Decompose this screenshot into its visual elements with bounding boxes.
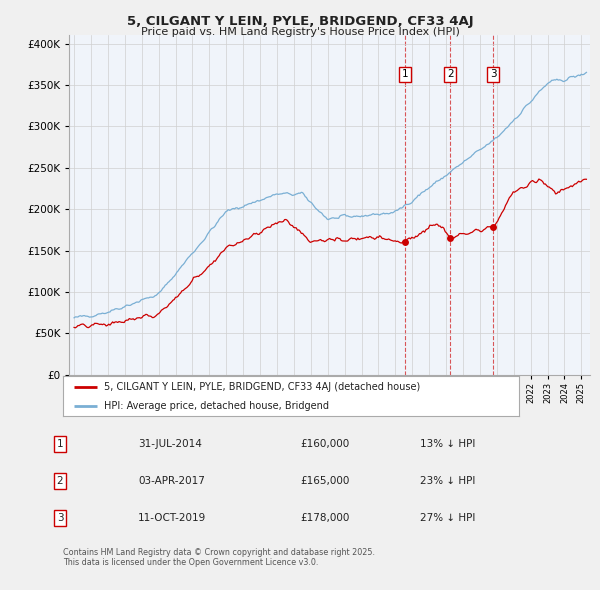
- Text: 2: 2: [447, 69, 454, 79]
- Text: Contains HM Land Registry data © Crown copyright and database right 2025.
This d: Contains HM Land Registry data © Crown c…: [63, 548, 375, 567]
- Text: 5, CILGANT Y LEIN, PYLE, BRIDGEND, CF33 4AJ: 5, CILGANT Y LEIN, PYLE, BRIDGEND, CF33 …: [127, 15, 473, 28]
- Text: 1: 1: [402, 69, 409, 79]
- Text: 03-APR-2017: 03-APR-2017: [138, 476, 205, 486]
- Text: 3: 3: [490, 69, 496, 79]
- Text: 27% ↓ HPI: 27% ↓ HPI: [420, 513, 475, 523]
- Text: £178,000: £178,000: [300, 513, 349, 523]
- Text: 5, CILGANT Y LEIN, PYLE, BRIDGEND, CF33 4AJ (detached house): 5, CILGANT Y LEIN, PYLE, BRIDGEND, CF33 …: [104, 382, 420, 392]
- Text: £165,000: £165,000: [300, 476, 349, 486]
- Text: £160,000: £160,000: [300, 439, 349, 448]
- Text: 31-JUL-2014: 31-JUL-2014: [138, 439, 202, 448]
- Text: HPI: Average price, detached house, Bridgend: HPI: Average price, detached house, Brid…: [104, 401, 329, 411]
- Text: 11-OCT-2019: 11-OCT-2019: [138, 513, 206, 523]
- Text: Price paid vs. HM Land Registry's House Price Index (HPI): Price paid vs. HM Land Registry's House …: [140, 27, 460, 37]
- Text: 1: 1: [56, 439, 64, 448]
- Text: 3: 3: [56, 513, 64, 523]
- Text: 2: 2: [56, 476, 64, 486]
- Text: 23% ↓ HPI: 23% ↓ HPI: [420, 476, 475, 486]
- Text: 13% ↓ HPI: 13% ↓ HPI: [420, 439, 475, 448]
